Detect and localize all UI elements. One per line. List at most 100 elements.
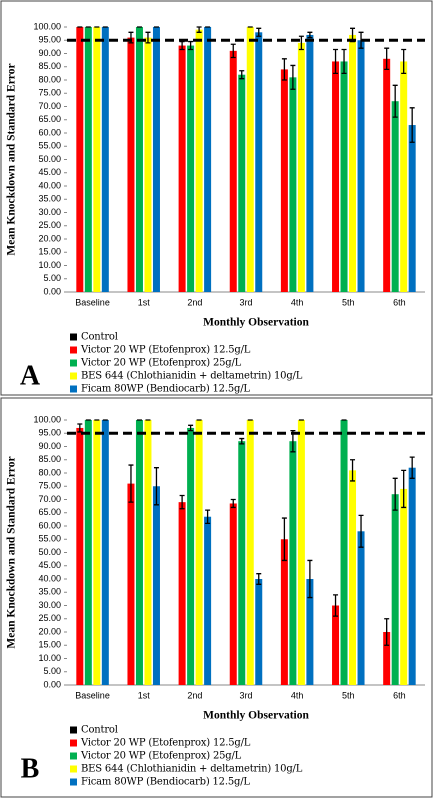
bar xyxy=(340,61,348,293)
legend-label: Control xyxy=(81,725,118,736)
bar xyxy=(289,441,297,685)
y-tick-label: 40.00 xyxy=(38,573,61,583)
error-bar xyxy=(145,31,151,44)
bar xyxy=(246,27,254,292)
error-bar xyxy=(350,459,356,482)
x-tick-label: Baseline xyxy=(75,297,110,307)
bar xyxy=(306,34,314,292)
bar xyxy=(408,467,416,685)
bar xyxy=(76,27,84,292)
y-tick-label: 45.00 xyxy=(38,560,61,570)
bar xyxy=(238,74,246,292)
y-tick-label: 95.00 xyxy=(38,35,61,45)
x-tick-label: 1st xyxy=(138,297,151,307)
y-tick-label: 30.00 xyxy=(38,600,61,610)
x-tick-label: 6th xyxy=(393,297,406,307)
y-tick-label: 55.00 xyxy=(38,141,61,151)
y-tick-label: 5.00 xyxy=(43,666,61,676)
y-tick-label: 25.00 xyxy=(38,220,61,230)
x-tick-label: 2nd xyxy=(187,690,202,700)
y-tick-label: 20.00 xyxy=(38,626,61,636)
legend-swatch xyxy=(70,778,77,786)
bar xyxy=(332,605,340,685)
x-tick-label: 2nd xyxy=(187,297,202,307)
panel-frame xyxy=(0,0,433,396)
x-tick-label: 4th xyxy=(291,297,304,307)
legend-label: Victor 20 WP (Etofenprox) 25g/L xyxy=(80,751,242,762)
bar xyxy=(297,42,305,293)
bar xyxy=(204,516,212,685)
error-bar xyxy=(392,84,398,118)
y-tick-label: 80.00 xyxy=(38,467,61,477)
bar xyxy=(135,420,143,685)
y-axis-title: Mean Knockdown and Standard Error xyxy=(6,456,18,648)
bar xyxy=(84,420,92,685)
error-bar xyxy=(153,467,159,506)
y-tick-label: 80.00 xyxy=(38,74,61,84)
x-tick-label: 5th xyxy=(342,297,355,307)
y-tick-label: 90.00 xyxy=(38,48,61,58)
error-bar xyxy=(188,40,194,51)
bar xyxy=(280,69,288,293)
panel-label: B xyxy=(21,753,40,784)
legend-swatch xyxy=(70,359,77,367)
bar xyxy=(195,420,203,685)
y-tick-label: 90.00 xyxy=(38,441,61,451)
error-bar xyxy=(256,573,262,585)
bar xyxy=(187,427,195,685)
x-tick-label: 5th xyxy=(342,690,355,700)
error-bar xyxy=(179,494,185,510)
bar xyxy=(289,77,297,292)
error-bar xyxy=(196,26,202,33)
bar xyxy=(195,29,203,293)
y-tick-label: 50.00 xyxy=(38,547,61,557)
error-bar xyxy=(307,559,313,599)
bar xyxy=(144,37,152,292)
bar xyxy=(178,502,186,685)
bar xyxy=(204,27,212,292)
error-bar xyxy=(333,594,339,617)
error-bar xyxy=(128,464,134,503)
legend-label: Control xyxy=(81,332,118,343)
legend-swatch xyxy=(70,333,77,341)
bar xyxy=(280,539,288,685)
bar xyxy=(349,34,357,292)
bar xyxy=(144,420,152,685)
x-tick-label: 3rd xyxy=(239,297,252,307)
bar xyxy=(187,45,195,292)
bar xyxy=(93,27,101,292)
y-tick-label: 45.00 xyxy=(38,167,61,177)
y-tick-label: 10.00 xyxy=(38,260,61,270)
error-bar xyxy=(230,498,236,509)
bar xyxy=(391,101,399,292)
error-bar xyxy=(256,27,262,37)
legend-swatch xyxy=(70,739,77,747)
bar xyxy=(101,420,109,685)
bar xyxy=(383,632,391,685)
error-bar xyxy=(401,48,407,75)
error-bar xyxy=(341,48,347,75)
y-axis-title: Mean Knockdown and Standard Error xyxy=(6,63,18,255)
error-bar xyxy=(392,477,398,511)
bar xyxy=(84,27,92,292)
bar xyxy=(101,27,109,292)
error-bar xyxy=(384,47,390,71)
bar xyxy=(349,470,357,685)
bar xyxy=(178,45,186,292)
bar xyxy=(229,50,237,292)
y-tick-label: 15.00 xyxy=(38,247,61,257)
bar xyxy=(93,420,101,685)
bar xyxy=(357,40,365,292)
y-tick-label: 65.00 xyxy=(38,114,61,124)
x-tick-label: Baseline xyxy=(75,690,110,700)
legend-swatch xyxy=(70,752,77,760)
bar xyxy=(135,27,143,292)
error-bar xyxy=(409,107,415,143)
x-tick-label: 4th xyxy=(291,690,304,700)
y-tick-label: 35.00 xyxy=(38,194,61,204)
y-tick-label: 75.00 xyxy=(38,88,61,98)
bar xyxy=(127,37,135,292)
y-tick-label: 75.00 xyxy=(38,481,61,491)
y-tick-label: 100.00 xyxy=(33,21,61,31)
